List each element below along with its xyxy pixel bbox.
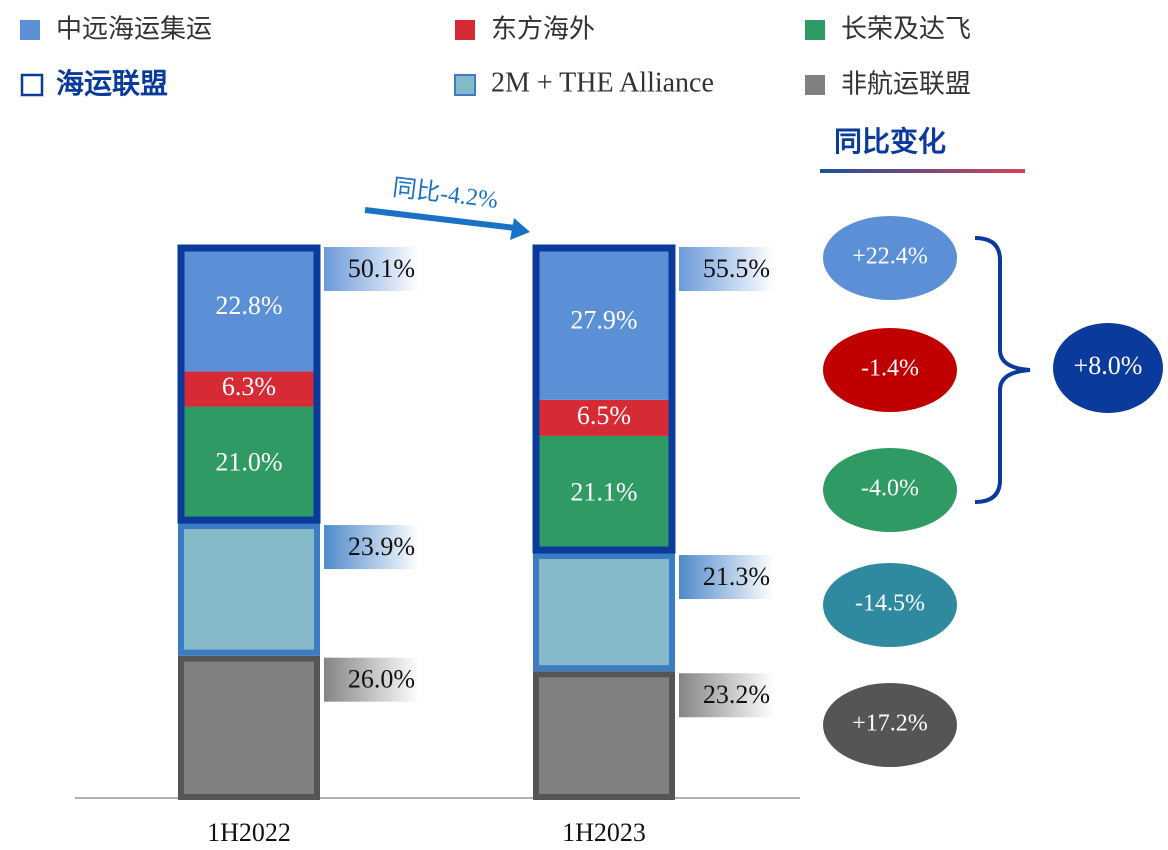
yoy-bubble (823, 448, 957, 532)
bar-segment (178, 406, 320, 524)
label-bg (679, 247, 774, 291)
label-bg (324, 657, 419, 702)
yoy-label: -14.5% (855, 591, 925, 617)
outside-label: 26.0% (348, 665, 415, 694)
yoy-bubble (823, 328, 957, 412)
legend-label: 海运联盟 (56, 67, 168, 100)
bar-segment (178, 655, 320, 801)
bar-segment (533, 435, 675, 554)
legend-label: 东方海外 (491, 15, 595, 45)
bar-segment (178, 245, 320, 372)
legend-swatch (455, 20, 475, 40)
outside-label: 50.1% (348, 254, 415, 283)
legend-label: 长荣及达飞 (841, 15, 971, 45)
yoy-bubble (823, 216, 957, 300)
arrow-head (510, 218, 530, 240)
legend-swatch (454, 74, 476, 96)
yoy-label: -1.4% (861, 356, 919, 382)
legend-swatch (20, 73, 44, 97)
label-bg (324, 525, 419, 570)
yoy-label: -4.0% (861, 476, 919, 502)
yoy-alliance-label: +8.0% (1074, 351, 1143, 380)
legend-swatch (20, 20, 40, 40)
yoy-label: +22.4% (852, 244, 928, 270)
legend-swatch (805, 20, 825, 40)
value-label: 21.1% (570, 477, 637, 506)
bracket (974, 236, 1031, 504)
value-label: 22.8% (215, 291, 282, 320)
value-label: 6.3% (222, 372, 276, 401)
yoy-label: +17.2% (852, 711, 928, 737)
value-label: 21.0% (215, 448, 282, 477)
yoy-bubble (823, 563, 957, 647)
outside-label: 23.2% (703, 680, 770, 709)
value-label: 6.5% (577, 401, 631, 430)
label-bg (679, 673, 774, 718)
bar-segment (533, 553, 675, 672)
yoy-underline (820, 169, 1025, 173)
yoy-bubble (823, 683, 957, 767)
label-bg (324, 247, 419, 291)
legend-label: 2M + THE Alliance (491, 67, 714, 98)
label-bg (679, 555, 774, 600)
yoy-title: 同比变化 (834, 125, 946, 158)
outside-label: 55.5% (703, 254, 770, 283)
bar-segment (178, 371, 320, 407)
outside-label: 23.9% (348, 532, 415, 561)
bar-segment (533, 245, 675, 400)
legend-swatch (805, 75, 825, 95)
arrow (364, 207, 516, 231)
yoy-alliance-bubble (1053, 323, 1163, 413)
bar-segment (178, 523, 320, 656)
bar-segment (533, 671, 675, 800)
x-tick-label: 1H2022 (207, 818, 291, 847)
outside-label: 21.3% (703, 562, 770, 591)
x-tick-label: 1H2023 (562, 818, 646, 847)
bar-segment (533, 399, 675, 436)
alliance-outline (532, 244, 676, 554)
value-label: 27.9% (570, 305, 637, 334)
annotation: 同比-4.2% (391, 174, 499, 214)
legend-label: 中远海运集运 (56, 15, 212, 45)
legend-label: 非航运联盟 (841, 70, 971, 100)
alliance-outline (177, 244, 321, 524)
